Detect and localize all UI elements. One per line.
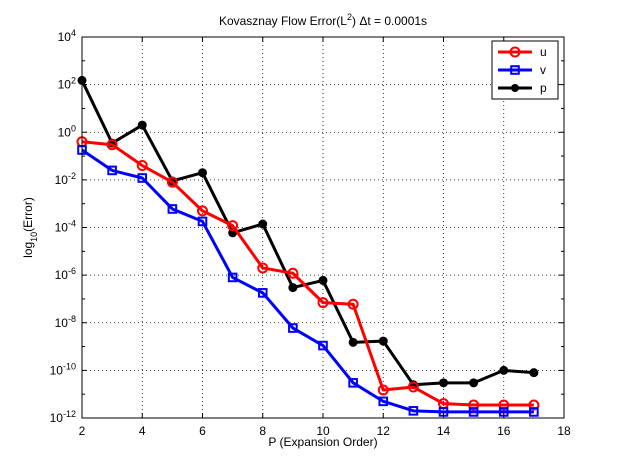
data-point [469,378,479,388]
legend-marker [509,46,521,58]
y-tick-label: 10-2 [55,171,76,187]
data-point [378,396,389,407]
legend-marker [511,84,519,92]
x-tick-label: 4 [139,424,146,438]
series-line-v [81,148,534,414]
data-point [107,165,117,176]
data-point [287,267,299,279]
data-point [318,275,328,285]
legend-entry-p: p [498,81,547,95]
legend-label: u [540,45,547,59]
chart-title: Kovasznay Flow Error(L2) Δt = 0.0001s [219,12,427,28]
data-point [528,399,540,411]
x-tick-label: 2 [79,424,86,438]
data-point [136,160,148,172]
data-point [197,216,208,227]
y-tick-label: 10-4 [55,219,76,235]
data-point [137,120,147,130]
data-point [408,406,419,416]
data-point [227,272,238,283]
y-tick-label: 102 [58,76,76,92]
grid [82,37,564,418]
legend-label: v [540,63,546,77]
data-point [317,297,329,309]
data-point [258,219,268,229]
series-u [76,136,540,411]
x-tick-label: 10 [316,424,330,438]
series-line-u [81,140,534,407]
data-point [137,173,148,183]
data-point [378,336,388,346]
data-point [288,323,298,333]
data-point [167,204,178,214]
legend-marker [510,65,520,75]
data-point [347,298,359,310]
series-layer [76,75,540,417]
y-tick-label: 104 [58,28,76,44]
y-tick-label: 10-12 [50,409,76,425]
legend-label: p [540,81,547,95]
x-tick-label: 8 [259,424,266,438]
data-point [529,368,539,378]
x-tick-label: 14 [437,424,451,438]
data-point [318,340,328,351]
x-tick-label: 6 [199,424,206,438]
data-point [348,378,358,388]
data-point [257,262,269,274]
y-tick-label: 100 [58,123,76,139]
data-point [197,205,208,217]
legend-entry-u: u [498,45,547,59]
legend-entry-v: v [498,63,546,77]
x-tick-label: 16 [497,424,511,438]
y-tick-label: 10-8 [55,314,76,330]
data-point [257,288,268,298]
data-point [468,399,480,411]
series-line-p [80,79,534,387]
data-point [498,399,510,411]
series-v [77,145,539,417]
data-point [166,176,178,188]
data-point [288,283,298,293]
y-tick-label: 10-10 [50,361,76,377]
data-point [439,378,448,388]
data-point [198,168,207,178]
data-point [377,384,389,396]
x-tick-label: 12 [377,424,391,438]
data-point [348,337,358,347]
data-point [407,381,419,393]
data-point [499,365,509,375]
y-tick-label: 10-6 [55,266,76,282]
legend: uvp [491,40,559,100]
x-tick-label: 18 [557,424,571,438]
ticks: 2 4 6 8 10 12 14 16 18 10-12 10-10 10-8 10-6 10-4 10-2… [50,28,571,438]
data-point [468,407,479,417]
y-axis-label: log10(Error) [21,197,39,258]
data-point [227,220,239,232]
data-point [529,407,539,417]
x-axis-label: P (Expansion Order) [268,435,377,449]
data-point [106,139,118,151]
